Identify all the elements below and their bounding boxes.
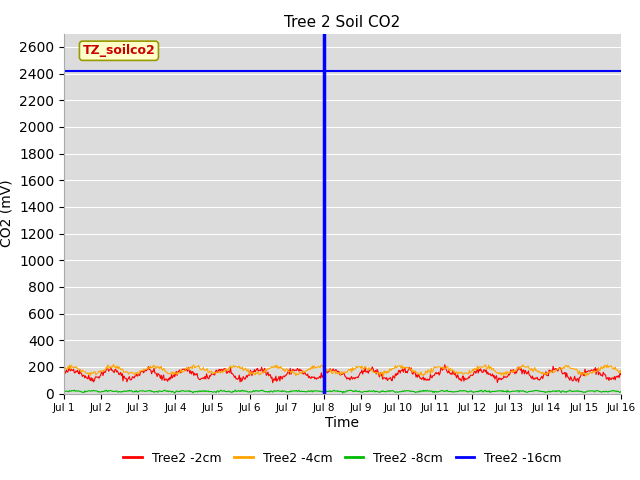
Y-axis label: CO2 (mV): CO2 (mV)	[0, 180, 13, 247]
X-axis label: Time: Time	[325, 416, 360, 430]
Tree2 -4cm	[427, 371, 435, 377]
Tree2 -2cm	[617, 372, 625, 377]
Title: Tree 2 Soil CO2: Tree 2 Soil CO2	[284, 15, 401, 30]
Tree2 -8cm	[428, 388, 435, 394]
Tree2 -2cm	[196, 377, 204, 383]
Tree2 -4cm	[563, 363, 570, 369]
Tree2 -2cm	[441, 362, 449, 368]
Tree2 -2cm	[427, 372, 435, 377]
Tree2 -8cm	[197, 388, 205, 394]
Tree2 -16cm	[217, 68, 225, 74]
Tree2 -4cm	[237, 365, 244, 371]
Tree2 -16cm	[493, 68, 501, 74]
Tree2 -8cm	[232, 387, 239, 393]
Tree2 -4cm	[218, 368, 225, 374]
Tree2 -4cm	[617, 370, 625, 375]
Tree2 -2cm	[269, 380, 276, 385]
Tree2 -4cm	[582, 373, 589, 379]
Tree2 -16cm	[426, 68, 433, 74]
Tree2 -8cm	[218, 388, 225, 394]
Tree2 -8cm	[495, 388, 503, 394]
Tree2 -2cm	[495, 375, 503, 381]
Tree2 -4cm	[197, 367, 205, 372]
Tree2 -4cm	[109, 361, 117, 367]
Text: TZ_soilco2: TZ_soilco2	[83, 44, 156, 57]
Line: Tree2 -2cm: Tree2 -2cm	[64, 365, 621, 383]
Tree2 -16cm	[562, 68, 570, 74]
Tree2 -8cm	[617, 389, 625, 395]
Tree2 -8cm	[60, 390, 68, 396]
Line: Tree2 -4cm: Tree2 -4cm	[64, 364, 621, 376]
Tree2 -2cm	[60, 371, 68, 376]
Tree2 -4cm	[494, 371, 502, 376]
Tree2 -2cm	[236, 379, 244, 385]
Tree2 -4cm	[60, 366, 68, 372]
Tree2 -16cm	[236, 68, 244, 74]
Tree2 -2cm	[564, 373, 572, 379]
Tree2 -8cm	[171, 390, 179, 396]
Tree2 -8cm	[564, 388, 572, 394]
Line: Tree2 -8cm: Tree2 -8cm	[64, 390, 621, 393]
Legend: Tree2 -2cm, Tree2 -4cm, Tree2 -8cm, Tree2 -16cm: Tree2 -2cm, Tree2 -4cm, Tree2 -8cm, Tree…	[118, 447, 567, 469]
Tree2 -16cm	[60, 68, 68, 74]
Tree2 -16cm	[617, 68, 625, 74]
Tree2 -16cm	[196, 68, 204, 74]
Tree2 -2cm	[217, 367, 225, 372]
Tree2 -8cm	[238, 388, 246, 394]
